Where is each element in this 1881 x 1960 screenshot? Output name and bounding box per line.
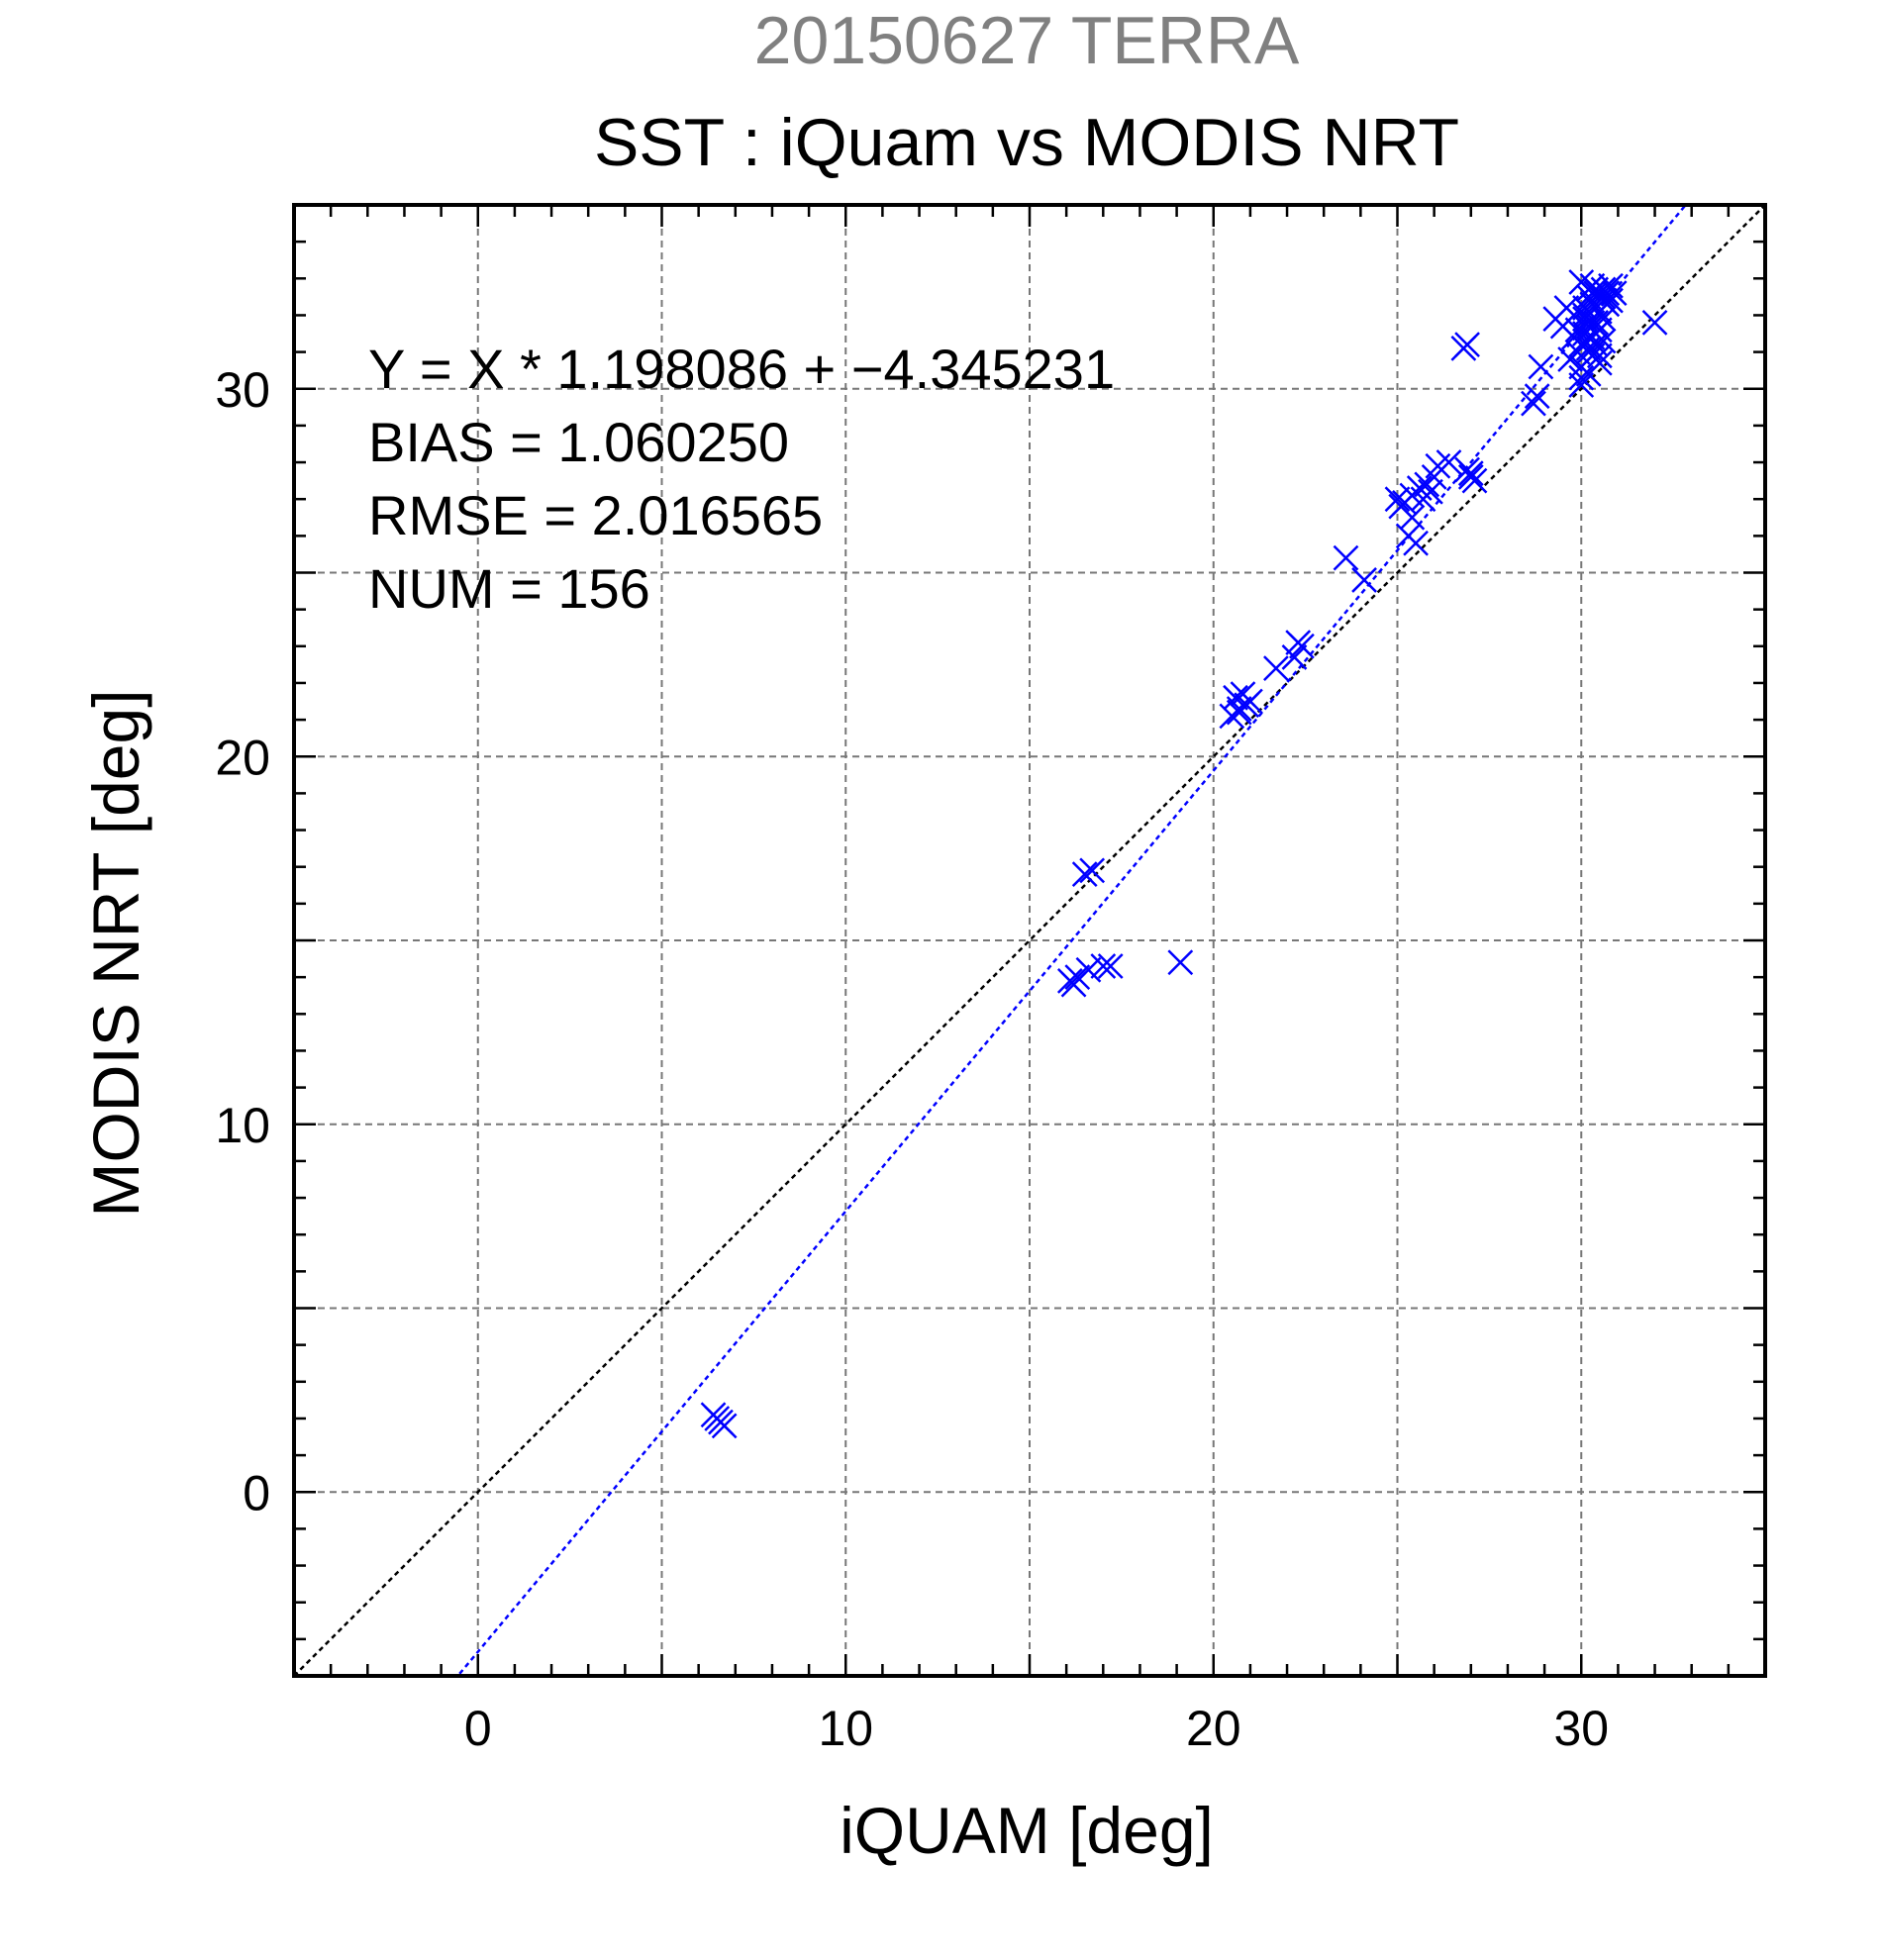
data-point bbox=[1281, 644, 1308, 670]
axis-ticks bbox=[292, 203, 1767, 1678]
data-point bbox=[1521, 390, 1546, 417]
data-point bbox=[1384, 486, 1411, 513]
chart-title: SST : iQuam vs MODIS NRT bbox=[594, 105, 1459, 180]
data-point bbox=[1064, 964, 1091, 991]
y-tick-label: 10 bbox=[215, 1098, 270, 1153]
x-tick-label: 20 bbox=[1186, 1701, 1241, 1756]
data-point bbox=[1351, 567, 1377, 593]
tick-labels: 0 10 20 30 0 10 20 30 bbox=[215, 362, 1609, 1756]
data-point bbox=[1075, 956, 1102, 983]
x-tick-label: 10 bbox=[818, 1701, 873, 1756]
scatter-points bbox=[700, 269, 1668, 1439]
y-tick-label: 0 bbox=[243, 1465, 270, 1520]
data-point bbox=[1167, 949, 1194, 976]
stats-annotation: Y = X * 1.198086 + −4.345231 BIAS = 1.060… bbox=[368, 338, 1115, 620]
data-point bbox=[1238, 688, 1263, 715]
data-point bbox=[1399, 504, 1426, 531]
data-point bbox=[1590, 306, 1617, 333]
data-point bbox=[1641, 309, 1668, 336]
chart-suptitle: 20150627 TERRA bbox=[754, 3, 1300, 78]
data-point bbox=[1583, 321, 1609, 346]
data-point bbox=[1461, 467, 1488, 494]
data-point bbox=[1223, 684, 1248, 711]
data-point bbox=[1418, 478, 1443, 505]
stats-line: Y = X * 1.198086 + −4.345231 bbox=[368, 338, 1115, 400]
data-point bbox=[711, 1413, 738, 1439]
data-point bbox=[1575, 339, 1602, 365]
x-axis-label: iQUAM [deg] bbox=[840, 1794, 1214, 1867]
stats-line: RMSE = 2.016565 bbox=[368, 484, 823, 546]
data-point bbox=[1598, 287, 1624, 314]
data-point bbox=[1071, 861, 1098, 888]
data-point bbox=[1572, 306, 1598, 333]
stats-line: NUM = 156 bbox=[368, 557, 650, 620]
x-tick-label: 0 bbox=[464, 1701, 492, 1756]
y-tick-label: 30 bbox=[215, 362, 270, 418]
data-point bbox=[1403, 530, 1429, 556]
data-point bbox=[1090, 953, 1117, 979]
data-point bbox=[1568, 372, 1595, 398]
y-tick-label: 20 bbox=[215, 730, 270, 785]
data-point bbox=[1601, 280, 1628, 307]
data-point bbox=[1528, 353, 1554, 380]
data-point bbox=[1524, 383, 1550, 410]
data-point bbox=[1436, 449, 1462, 475]
plot-area: 0 10 20 30 0 10 20 30 Y = X * 1.198086 + −4.3452… bbox=[215, 203, 1767, 1756]
y-axis-label: MODIS NRT [deg] bbox=[79, 689, 152, 1217]
data-point bbox=[1079, 857, 1106, 884]
x-tick-label: 30 bbox=[1553, 1701, 1609, 1756]
data-point bbox=[1568, 364, 1595, 391]
data-point bbox=[1333, 544, 1359, 571]
data-point bbox=[1557, 346, 1583, 372]
data-point bbox=[1097, 953, 1124, 979]
grid-lines bbox=[294, 205, 1765, 1676]
stats-line: BIAS = 1.060250 bbox=[368, 411, 789, 473]
data-point bbox=[1454, 332, 1480, 358]
data-point bbox=[1457, 460, 1484, 487]
data-point bbox=[1263, 655, 1289, 681]
data-point bbox=[1285, 630, 1312, 655]
